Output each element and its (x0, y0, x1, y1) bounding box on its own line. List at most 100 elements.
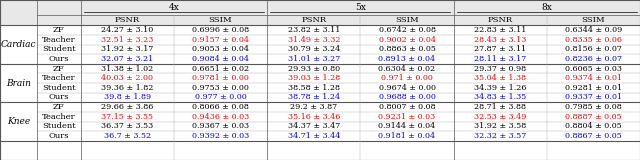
Text: 34.37 ± 3.47: 34.37 ± 3.47 (287, 122, 340, 130)
Text: Teacher: Teacher (42, 36, 76, 44)
Text: 32.51 ± 3.23: 32.51 ± 3.23 (101, 36, 154, 44)
Text: 5x: 5x (355, 3, 366, 12)
Text: 36.7 ± 3.52: 36.7 ± 3.52 (104, 132, 151, 140)
Text: 0.6065 ± 0.03: 0.6065 ± 0.03 (565, 65, 622, 73)
Text: Student: Student (42, 122, 76, 130)
Bar (0, 0, 640, 15)
Text: Ours: Ours (49, 132, 69, 140)
Text: 0.8156 ± 0.07: 0.8156 ± 0.07 (565, 45, 622, 53)
Bar (0, 44, 640, 54)
Bar (0, 83, 640, 93)
Text: 29.2 ± 3.87: 29.2 ± 3.87 (290, 103, 337, 111)
Text: 40.03 ± 2.00: 40.03 ± 2.00 (101, 74, 153, 82)
Bar (0, 112, 640, 121)
Text: 27.87 ± 3.11: 27.87 ± 3.11 (474, 45, 526, 53)
Text: 0.971 ± 0.00: 0.971 ± 0.00 (381, 74, 433, 82)
Text: 31.92 ± 3.17: 31.92 ± 3.17 (101, 45, 154, 53)
Text: 32.07 ± 3.21: 32.07 ± 3.21 (101, 55, 154, 63)
Text: 0.8887 ± 0.05: 0.8887 ± 0.05 (565, 113, 622, 121)
Text: ZF: ZF (53, 26, 65, 34)
Text: Brain: Brain (6, 79, 31, 88)
Text: 0.9231 ± 0.03: 0.9231 ± 0.03 (378, 113, 436, 121)
Text: 39.03 ± 1.28: 39.03 ± 1.28 (287, 74, 340, 82)
Text: 0.6344 ± 0.09: 0.6344 ± 0.09 (565, 26, 622, 34)
Text: ZF: ZF (53, 65, 65, 73)
Text: ZF: ZF (53, 103, 65, 111)
Text: 28.11 ± 3.17: 28.11 ± 3.17 (474, 55, 526, 63)
Bar (0, 35, 640, 44)
Text: SSIM: SSIM (582, 16, 605, 24)
Text: Teacher: Teacher (42, 113, 76, 121)
Text: 0.8236 ± 0.07: 0.8236 ± 0.07 (565, 55, 622, 63)
Text: 31.92 ± 3.58: 31.92 ± 3.58 (474, 122, 526, 130)
Text: PSNR: PSNR (115, 16, 140, 24)
Bar (0, 64, 640, 73)
Text: 0.9084 ± 0.04: 0.9084 ± 0.04 (192, 55, 249, 63)
Text: Student: Student (42, 84, 76, 92)
Text: 0.9181 ± 0.04: 0.9181 ± 0.04 (378, 132, 436, 140)
Text: 0.977 ± 0.00: 0.977 ± 0.00 (195, 93, 246, 101)
Bar (0, 141, 640, 150)
Text: SSIM: SSIM (209, 16, 232, 24)
Text: Cardiac: Cardiac (1, 40, 36, 49)
Bar (0, 73, 640, 83)
Bar (0, 25, 640, 35)
Text: 0.9674 ± 0.00: 0.9674 ± 0.00 (378, 84, 435, 92)
Text: SSIM: SSIM (395, 16, 419, 24)
Text: 35.16 ± 3.46: 35.16 ± 3.46 (287, 113, 340, 121)
Text: 0.7985 ± 0.08: 0.7985 ± 0.08 (565, 103, 622, 111)
Text: 37.15 ± 3.55: 37.15 ± 3.55 (101, 113, 153, 121)
Bar (0, 121, 640, 131)
Text: PSNR: PSNR (301, 16, 326, 24)
Text: 0.8913 ± 0.04: 0.8913 ± 0.04 (378, 55, 436, 63)
Text: 0.6304 ± 0.02: 0.6304 ± 0.02 (378, 65, 436, 73)
Text: 39.8 ± 1.89: 39.8 ± 1.89 (104, 93, 151, 101)
Text: 32.32 ± 3.57: 32.32 ± 3.57 (474, 132, 526, 140)
Text: 0.8867 ± 0.05: 0.8867 ± 0.05 (565, 132, 622, 140)
Text: 0.8335 ± 0.06: 0.8335 ± 0.06 (565, 36, 622, 44)
Text: 24.27 ± 3.10: 24.27 ± 3.10 (101, 26, 154, 34)
Text: 0.8863 ± 0.05: 0.8863 ± 0.05 (379, 45, 435, 53)
Text: 34.71 ± 3.44: 34.71 ± 3.44 (287, 132, 340, 140)
Text: 34.83 ± 1.35: 34.83 ± 1.35 (474, 93, 526, 101)
Text: 28.71 ± 3.88: 28.71 ± 3.88 (474, 103, 526, 111)
Text: 0.9053 ± 0.04: 0.9053 ± 0.04 (192, 45, 249, 53)
Bar (0, 150, 640, 160)
Text: 39.36 ± 1.82: 39.36 ± 1.82 (101, 84, 154, 92)
Text: 8x: 8x (541, 3, 552, 12)
Text: Ours: Ours (49, 93, 69, 101)
Text: 31.49 ± 3.32: 31.49 ± 3.32 (287, 36, 340, 44)
Text: 34.39 ± 1.26: 34.39 ± 1.26 (474, 84, 527, 92)
Text: 0.9157 ± 0.04: 0.9157 ± 0.04 (192, 36, 249, 44)
Text: 0.9144 ± 0.04: 0.9144 ± 0.04 (378, 122, 436, 130)
Bar (0, 131, 640, 141)
Bar (0, 102, 640, 112)
Text: PSNR: PSNR (488, 16, 513, 24)
Text: Knee: Knee (7, 117, 30, 126)
Text: 0.9688 ± 0.00: 0.9688 ± 0.00 (379, 93, 435, 101)
Text: 0.9337 ± 0.01: 0.9337 ± 0.01 (565, 93, 622, 101)
Text: 0.9002 ± 0.04: 0.9002 ± 0.04 (378, 36, 435, 44)
Text: 22.83 ± 3.11: 22.83 ± 3.11 (474, 26, 527, 34)
Text: 38.58 ± 1.28: 38.58 ± 1.28 (288, 84, 340, 92)
Text: 0.9367 ± 0.03: 0.9367 ± 0.03 (192, 122, 249, 130)
Text: 0.8066 ± 0.08: 0.8066 ± 0.08 (192, 103, 249, 111)
Text: 23.82 ± 3.11: 23.82 ± 3.11 (287, 26, 340, 34)
Text: 0.9281 ± 0.01: 0.9281 ± 0.01 (565, 84, 622, 92)
Bar (0, 93, 640, 102)
Text: 0.6651 ± 0.02: 0.6651 ± 0.02 (192, 65, 249, 73)
Text: 30.79 ± 3.24: 30.79 ± 3.24 (287, 45, 340, 53)
Text: 0.9374 ± 0.01: 0.9374 ± 0.01 (565, 74, 622, 82)
Text: 31.01 ± 3.27: 31.01 ± 3.27 (287, 55, 340, 63)
Text: 29.93 ± 0.80: 29.93 ± 0.80 (288, 65, 340, 73)
Text: 35.04 ± 1.38: 35.04 ± 1.38 (474, 74, 526, 82)
Bar (0, 54, 640, 64)
Text: 31.38 ± 1.02: 31.38 ± 1.02 (101, 65, 154, 73)
Text: Teacher: Teacher (42, 74, 76, 82)
Text: Ours: Ours (49, 55, 69, 63)
Text: 0.8804 ± 0.05: 0.8804 ± 0.05 (565, 122, 622, 130)
Text: 0.9392 ± 0.03: 0.9392 ± 0.03 (192, 132, 249, 140)
Bar (0, 15, 640, 25)
Text: 36.37 ± 3.53: 36.37 ± 3.53 (101, 122, 154, 130)
Text: 0.9436 ± 0.03: 0.9436 ± 0.03 (192, 113, 249, 121)
